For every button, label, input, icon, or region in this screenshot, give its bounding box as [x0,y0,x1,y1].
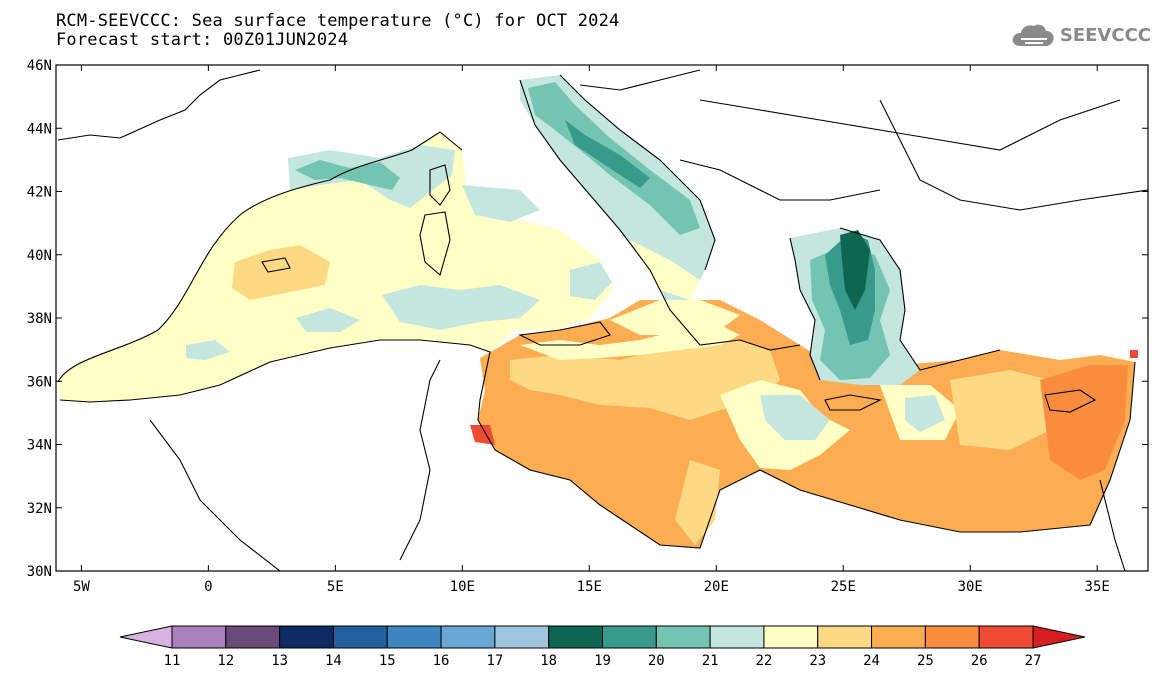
aegean-field [790,228,920,385]
colorbar-label: 25 [917,653,934,669]
y-tick-label: 38N [27,311,52,327]
forecast-start: Forecast start: 00Z01JUN2024 [56,30,349,50]
colorbar-label: 12 [217,653,234,669]
map-title: RCM-SEEVCCC: Sea surface temperature (°C… [56,11,620,31]
colorbar-label: 19 [594,653,611,669]
colorbar: 11 12 13 14 15 16 17 18 19 20 21 22 23 24 25 26 27 [119,625,1086,669]
colorbar-swatch [763,625,819,649]
title-block: RCM-SEEVCCC: Sea surface temperature (°C… [56,12,619,50]
cloud-icon [1010,22,1056,48]
colorbar-label: 18 [540,653,557,669]
colorbar-swatch [494,625,550,649]
seevccc-logo: SEEVCCC [1010,22,1151,48]
x-tick-label: 5E [327,579,344,595]
y-tick-label: 40N [27,248,52,264]
colorbar-swatch [655,625,711,649]
x-tick-label: 10E [450,579,475,595]
y-tick-label: 42N [27,185,52,201]
y-tick-label: 46N [27,58,52,74]
colorbar-label: 24 [863,653,880,669]
eastern-basin-field [470,300,1138,548]
colorbar-label: 17 [486,653,503,669]
map-plot-area [56,65,1148,571]
y-tick-label: 36N [27,374,52,390]
y-tick-label: 34N [27,438,52,454]
colorbar-label: 14 [325,653,342,669]
y-tick-label: 44N [27,121,52,137]
colorbar-label: 22 [756,653,773,669]
colorbar-swatch [978,625,1034,649]
x-axis: 5W 0 5E 10E 15E 20E 25E 30E 35E [73,65,1110,595]
colorbar-swatch [817,625,873,649]
colorbar-label: 13 [271,653,288,669]
colorbar-label: 27 [1025,653,1042,669]
colorbar-min-arrow [119,625,173,649]
colorbar-swatch [171,625,227,649]
colorbar-label: 15 [379,653,396,669]
colorbar-swatch [332,625,388,649]
y-tick-label: 30N [27,564,52,580]
x-tick-label: 35E [1085,579,1110,595]
colorbar-swatch [548,625,603,649]
coastlines [57,69,1148,571]
colorbar-max-arrow [1032,625,1086,649]
colorbar-label: 21 [702,653,719,669]
colorbar-swatch [709,625,765,649]
x-tick-label: 30E [958,579,983,595]
logo-text: SEEVCCC [1059,24,1151,46]
colorbar-swatch [924,625,980,649]
x-tick-label: 0 [204,579,212,595]
colorbar-swatch [440,625,496,649]
colorbar-swatch [225,625,281,649]
x-tick-label: 20E [704,579,729,595]
colorbar-label: 20 [648,653,665,669]
y-axis: 46N 44N 42N 40N 38N 36N 34N 32N 30N [27,58,1148,580]
colorbar-swatch [386,625,442,649]
x-tick-label: 5W [73,579,90,595]
western-basin-field [58,132,612,402]
colorbar-label: 26 [971,653,988,669]
adriatic-field [520,75,715,310]
colorbar-swatch [602,625,657,649]
colorbar-swatch [279,625,334,649]
x-tick-label: 25E [831,579,856,595]
x-tick-label: 15E [577,579,602,595]
colorbar-swatch [871,625,926,649]
y-tick-label: 32N [27,501,52,517]
colorbar-label: 11 [164,653,181,669]
colorbar-label: 23 [809,653,826,669]
colorbar-label: 16 [433,653,450,669]
